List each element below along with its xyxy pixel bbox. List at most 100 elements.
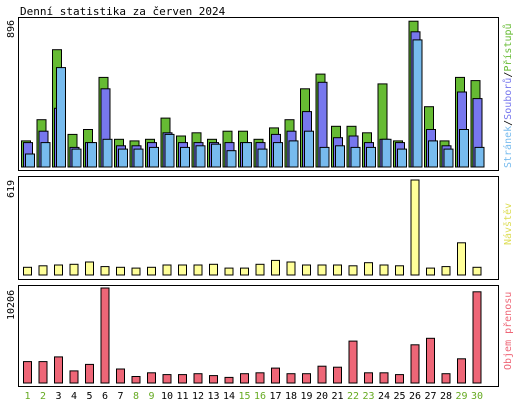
bar-stranek-13 <box>211 143 221 168</box>
bar-navstev-17 <box>271 259 280 276</box>
bar-stranek-24 <box>381 138 392 168</box>
legend-sep-2: / <box>503 72 514 78</box>
bar-navstev-9 <box>147 266 156 276</box>
x-label-day-25: 25 <box>393 391 405 402</box>
x-label-day-19: 19 <box>300 391 312 402</box>
bar-stranek-16 <box>257 148 268 168</box>
bar-navstev-15 <box>240 267 249 276</box>
bar-objem-25 <box>395 374 404 384</box>
bar-stranek-18 <box>288 140 299 168</box>
x-label-day-16: 16 <box>254 391 266 402</box>
bar-navstev-3 <box>54 264 63 276</box>
bar-objem-10 <box>162 374 172 384</box>
x-label-day-5: 5 <box>86 391 92 402</box>
bar-navstev-30 <box>472 266 482 276</box>
bar-navstev-6 <box>100 266 110 276</box>
bar-stranek-25 <box>397 148 407 168</box>
bar-navstev-7 <box>116 266 125 276</box>
bar-navstev-25 <box>395 265 404 276</box>
x-label-day-29: 29 <box>455 391 467 402</box>
bar-stranek-29 <box>459 129 469 168</box>
bar-stranek-28 <box>443 148 454 168</box>
bar-objem-20 <box>317 365 327 384</box>
x-label-day-23: 23 <box>362 391 374 402</box>
bar-objem-19 <box>302 373 311 384</box>
x-label-day-1: 1 <box>24 391 30 402</box>
bar-objem-30 <box>472 291 482 384</box>
bar-stranek-5 <box>87 142 97 168</box>
middle-panel-frame <box>18 176 499 280</box>
bar-objem-16 <box>255 372 265 384</box>
bar-stranek-14 <box>226 150 237 168</box>
x-axis-labels: 1 2 3 4 5 6 7 8 9 10 11 12 13 14 15 16 17 18 19 20 21 22 23 24 2… <box>24 391 483 402</box>
bar-objem-17 <box>271 367 280 384</box>
bar-navstev-12 <box>193 264 203 276</box>
bar-objem-6 <box>100 287 110 384</box>
bar-navstev-21 <box>333 264 342 276</box>
bottom-panel-frame <box>18 285 499 387</box>
bar-navstev-8 <box>131 267 141 276</box>
bar-stranek-22 <box>350 146 361 168</box>
bar-objem-12 <box>193 373 203 384</box>
bar-navstev-19 <box>302 264 311 276</box>
bar-stranek-26 <box>412 39 423 168</box>
bar-objem-14 <box>224 376 234 384</box>
bar-stranek-9 <box>149 146 159 168</box>
legend-stranek: Stránek <box>502 126 514 168</box>
x-label-day-2: 2 <box>40 391 46 402</box>
bar-navstev-13 <box>209 263 218 276</box>
bar-navstev-28 <box>441 266 451 276</box>
bar-objem-27 <box>426 337 435 384</box>
bar-objem-29 <box>457 358 466 384</box>
x-label-day-6: 6 <box>102 391 108 402</box>
bar-objem-28 <box>441 373 451 384</box>
bar-objem-11 <box>178 374 187 384</box>
legend-souboru: Souborů <box>502 78 514 120</box>
bar-navstev-23 <box>364 262 373 276</box>
top-panel-frame <box>18 17 499 171</box>
bottom-ymax-label: 10206 <box>6 290 17 320</box>
legend-pristupu: Přístupů <box>502 23 514 71</box>
x-label-day-22: 22 <box>347 391 359 402</box>
x-label-day-10: 10 <box>161 391 173 402</box>
x-label-day-18: 18 <box>285 391 297 402</box>
bar-navstev-16 <box>255 263 265 276</box>
bar-stranek-7 <box>118 148 128 168</box>
bar-navstev-27 <box>426 267 435 276</box>
bar-stranek-3 <box>56 67 66 168</box>
bar-stranek-15 <box>242 142 252 168</box>
bar-stranek-12 <box>195 145 206 168</box>
bar-objem-2 <box>38 361 48 384</box>
bar-navstev-24 <box>379 264 389 276</box>
x-label-day-7: 7 <box>117 391 123 402</box>
x-label-day-3: 3 <box>55 391 61 402</box>
x-label-day-24: 24 <box>378 391 390 402</box>
bar-navstev-18 <box>286 261 296 276</box>
bar-objem-5 <box>85 363 94 384</box>
x-label-day-28: 28 <box>440 391 452 402</box>
x-label-day-27: 27 <box>424 391 436 402</box>
x-label-day-20: 20 <box>316 391 328 402</box>
bar-stranek-4 <box>71 148 82 168</box>
bar-stranek-30 <box>474 146 485 168</box>
x-label-day-15: 15 <box>238 391 250 402</box>
bar-stranek-10 <box>164 133 175 168</box>
bar-objem-7 <box>116 368 125 384</box>
x-label-day-17: 17 <box>269 391 281 402</box>
x-label-day-8: 8 <box>133 391 139 402</box>
bar-objem-3 <box>54 356 63 384</box>
top-ymax-label: 896 <box>6 20 17 38</box>
middle-legend: Návštěv <box>502 203 514 245</box>
bar-stranek-20 <box>319 146 330 168</box>
chart-title: Denní statistika za červen 2024 <box>20 5 226 18</box>
x-label-day-14: 14 <box>223 391 235 402</box>
bottom-legend: Objem přenosu <box>502 292 514 370</box>
bar-objem-9 <box>147 372 156 384</box>
bar-objem-13 <box>209 375 218 384</box>
bar-stranek-19 <box>304 130 314 168</box>
bar-objem-8 <box>131 376 141 384</box>
bar-objem-15 <box>240 373 249 384</box>
bar-objem-22 <box>348 340 358 384</box>
bar-navstev-5 <box>85 261 94 276</box>
